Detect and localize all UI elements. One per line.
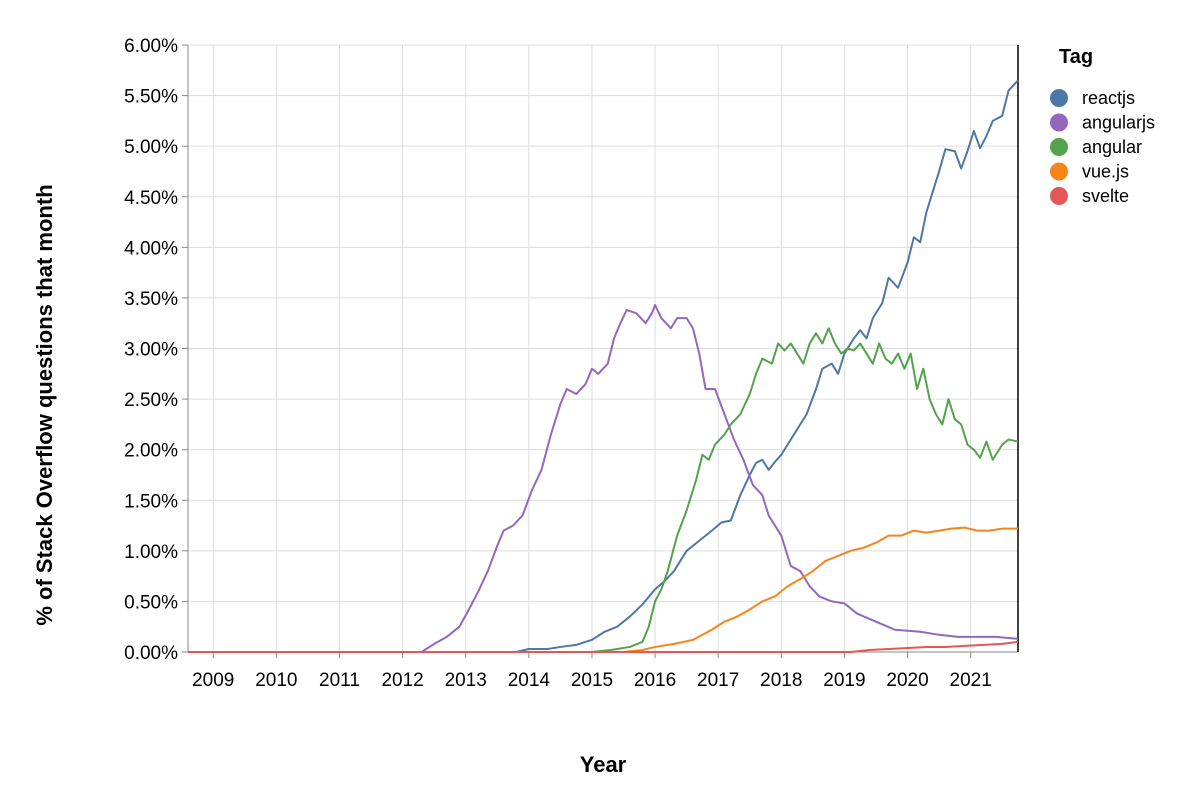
x-tick-label: 2016 xyxy=(634,670,676,691)
legend: Tag reactjs angularjs angular vue.js svelte xyxy=(1050,46,1155,206)
x-tick-label: 2020 xyxy=(886,670,928,691)
legend-label-angular: angular xyxy=(1082,137,1142,157)
y-axis-title: % of Stack Overflow questions that month xyxy=(32,184,57,625)
x-tick-label: 2010 xyxy=(255,670,297,691)
legend-label-reactjs: reactjs xyxy=(1082,88,1135,108)
gridlines xyxy=(188,44,1018,653)
legend-swatch-svelte xyxy=(1050,187,1068,205)
legend-swatch-reactjs xyxy=(1050,89,1068,107)
y-tick-label: 5.50% xyxy=(124,87,178,108)
legend-label-vue-js: vue.js xyxy=(1082,162,1129,182)
series-lines xyxy=(188,79,1019,653)
legend-title: Tag xyxy=(1059,46,1093,68)
series-line-reactjs xyxy=(188,79,1019,653)
y-tick-label: 2.50% xyxy=(124,390,178,411)
y-tick-label: 4.00% xyxy=(124,238,178,259)
y-tick-label: 2.00% xyxy=(124,441,178,462)
x-tick-label: 2019 xyxy=(823,670,865,691)
series-line-svelte xyxy=(188,640,1019,653)
axes: 2009 2010 2011 2012 2013 2014 2015 2016 2017 2018… xyxy=(124,36,1019,691)
x-tick-label: 2013 xyxy=(445,670,487,691)
series-line-angular xyxy=(188,327,1019,653)
legend-swatch-angular xyxy=(1050,138,1068,156)
x-tick-label: 2018 xyxy=(760,670,802,691)
legend-swatch-angularjs xyxy=(1050,113,1068,132)
x-tick-label: 2012 xyxy=(381,670,423,691)
x-tick-label: 2009 xyxy=(192,670,234,691)
legend-swatch-vue-js xyxy=(1050,162,1068,181)
x-tick-label: 2015 xyxy=(571,670,613,691)
series-line-vue-js xyxy=(188,526,1018,653)
y-tick-label: 4.50% xyxy=(124,188,178,209)
x-tick-label: 2021 xyxy=(950,670,992,691)
legend-label-svelte: svelte xyxy=(1082,186,1129,206)
y-tick-label: 1.50% xyxy=(124,491,178,512)
x-tick-label: 2014 xyxy=(508,670,551,691)
y-tick-label: 3.50% xyxy=(124,289,178,310)
x-axis-title: Year xyxy=(580,752,627,777)
legend-label-angularjs: angularjs xyxy=(1082,113,1155,133)
y-tick-label: 0.00% xyxy=(124,643,178,664)
y-tick-label: 5.00% xyxy=(124,137,178,158)
y-tick-label: 1.00% xyxy=(124,542,178,563)
x-tick-label: 2017 xyxy=(697,670,739,691)
y-tick-label: 6.00% xyxy=(124,36,178,57)
series-line-angularjs xyxy=(188,304,1019,653)
y-tick-label: 0.50% xyxy=(124,592,178,613)
x-tick-label: 2011 xyxy=(319,670,360,691)
y-tick-label: 3.00% xyxy=(124,340,178,361)
